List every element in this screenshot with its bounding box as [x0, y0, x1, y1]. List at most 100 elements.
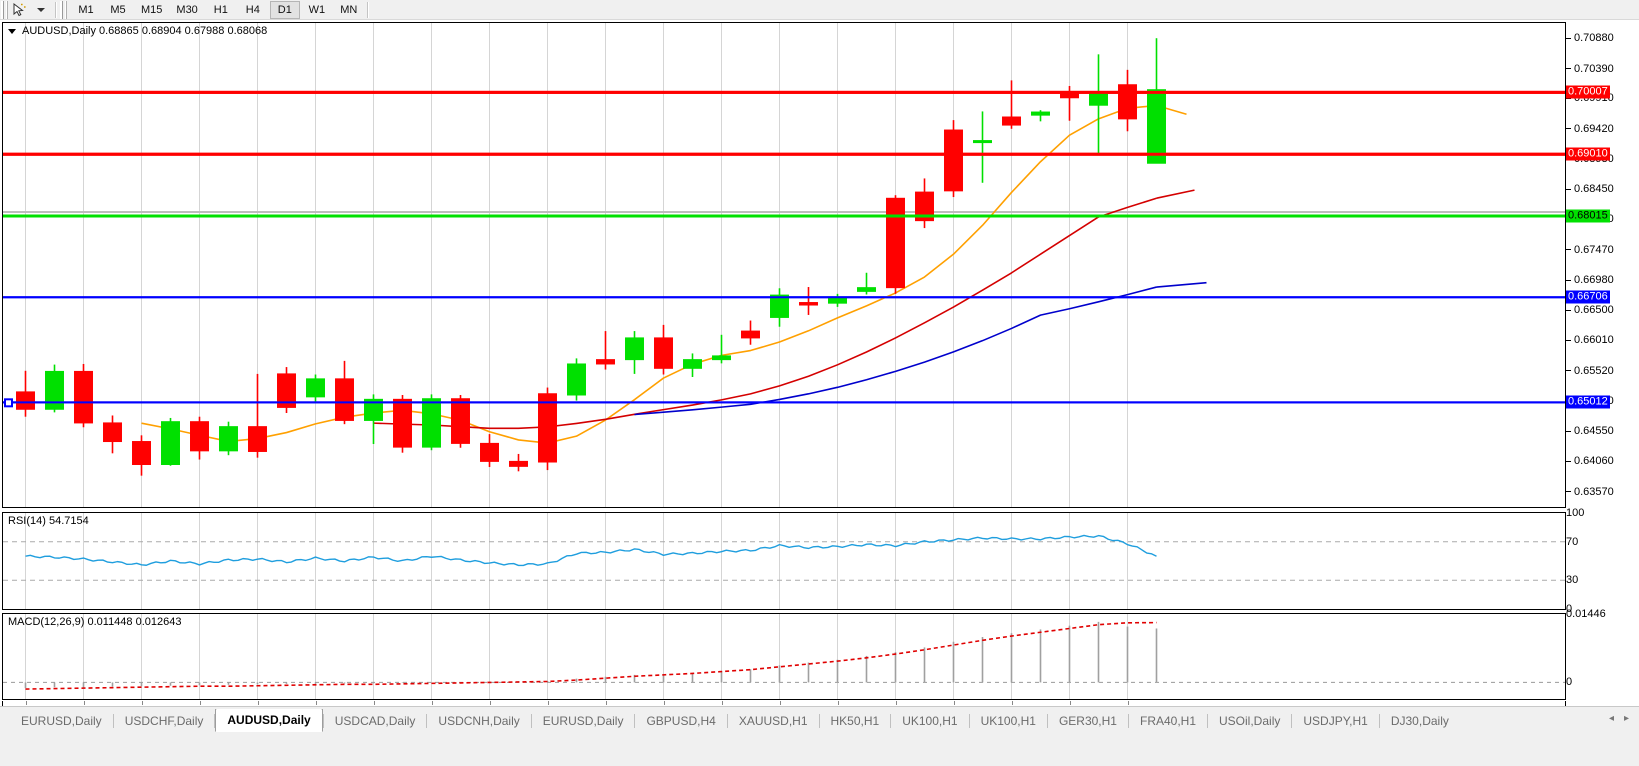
tab-divider [818, 714, 820, 728]
price-level-tag[interactable]: 0.66706 [1566, 290, 1610, 304]
rsi-tick-value: 0 [1566, 603, 1573, 615]
candle-body [335, 378, 354, 421]
symbol-tab-usdchf-daily[interactable]: USDCHF,Daily [124, 713, 204, 728]
symbol-tab-usdjpy-h1[interactable]: USDJPY,H1 [1303, 713, 1368, 728]
time-axis-tick [1069, 701, 1071, 705]
time-axis-tick [25, 701, 27, 705]
symbol-tab-ger30-h1[interactable]: GER30,H1 [1058, 713, 1117, 728]
tab-divider [1291, 714, 1293, 728]
candle-body [509, 460, 528, 467]
tab-nav-right-icon[interactable]: ▸ [1623, 713, 1629, 724]
rsi-pane[interactable]: RSI(14) 54.7154 [2, 512, 1566, 610]
candle-body [973, 140, 992, 144]
price-tick-label: 0.67470 [1566, 244, 1614, 256]
tab-divider [890, 714, 892, 728]
tab-divider [1378, 714, 1380, 728]
rsi-tick-label: 100 [1566, 507, 1584, 519]
cursor-tool-icon[interactable] [8, 1, 30, 19]
tick-value: 0.70880 [1574, 32, 1614, 45]
tab-divider [214, 714, 216, 728]
rsi-tick-label: 70 [1566, 536, 1578, 548]
price-tick-label: 0.70390 [1566, 63, 1614, 75]
timeframe-button-d1[interactable]: D1 [269, 0, 300, 19]
macd-pane-label: MACD(12,26,9) 0.011448 0.012643 [8, 616, 181, 628]
toolbar-grip[interactable] [1, 0, 8, 19]
symbol-tab-uk100-h1[interactable]: UK100,H1 [902, 713, 958, 728]
symbol-tab-audusd-daily[interactable]: AUDUSD,Daily [215, 709, 323, 732]
tick-value: 0.67470 [1574, 243, 1614, 256]
symbol-tab-usoil-daily[interactable]: USOil,Daily [1219, 713, 1281, 728]
tab-nav-left-icon[interactable]: ◂ [1608, 713, 1614, 724]
macd-signal-line [25, 621, 1157, 690]
tab-divider [634, 714, 636, 728]
price-level-tag[interactable]: 0.65012 [1566, 395, 1610, 409]
symbol-tab-xauusd-h1[interactable]: XAUUSD,H1 [738, 713, 808, 728]
price-pane-label-text: AUDUSD,Daily 0.68865 0.68904 0.67988 0.6… [22, 25, 268, 37]
candle-body [886, 197, 905, 289]
tick-value: 0.63570 [1574, 485, 1614, 498]
tick-value: 0.66500 [1574, 303, 1614, 316]
symbol-tab-fra40-h1[interactable]: FRA40,H1 [1139, 713, 1197, 728]
toolbar-dropdown-arrow-icon[interactable] [30, 1, 52, 19]
timeframe-button-m1[interactable]: M1 [78, 3, 94, 16]
symbol-tab-dj30-daily[interactable]: DJ30,Daily [1390, 713, 1449, 728]
tab-divider [322, 714, 324, 728]
timeframe-button-group: M1 M5 M15 M30 H1 H4 D1 W1 MN [71, 0, 364, 19]
candle-body [741, 330, 760, 339]
timeframe-toolbar: M1 M5 M15 M30 H1 H4 D1 W1 MN [0, 0, 1639, 20]
time-axis-tick [141, 701, 143, 705]
price-tick-label: 0.66010 [1566, 334, 1614, 346]
time-axis-tick [837, 701, 839, 705]
candle-body [567, 363, 586, 396]
time-axis-tick [721, 701, 723, 705]
price-tick-label: 0.65520 [1566, 365, 1614, 377]
price-level-tag[interactable]: 0.69010 [1566, 147, 1610, 161]
collapse-triangle-icon[interactable] [8, 28, 16, 34]
timeframe-button-m15[interactable]: M15 [141, 3, 163, 16]
timeframe-button-h4[interactable]: H4 [245, 3, 260, 16]
macd-tick-label: 0 [1566, 676, 1572, 688]
price-level-tag[interactable]: 0.70007 [1566, 85, 1610, 99]
price-scale[interactable]: 0.708800.703900.699100.694200.689300.684… [1566, 22, 1638, 508]
tab-divider [968, 714, 970, 728]
time-axis-tick [779, 701, 781, 705]
timeframe-button-m5[interactable]: M5 [110, 3, 126, 16]
timeframe-button-w1[interactable]: W1 [308, 3, 326, 16]
candle-body [1147, 89, 1166, 164]
price-tick-label: 0.64550 [1566, 425, 1614, 437]
macd-tick-value: 0 [1566, 676, 1573, 689]
tick-dash [1566, 491, 1571, 493]
symbol-tab-gbpusd-h4[interactable]: GBPUSD,H4 [646, 713, 716, 728]
timeframe-button-h1[interactable]: H1 [213, 3, 228, 16]
tick-dash [1566, 460, 1571, 462]
time-axis-tick [953, 701, 955, 705]
timeframe-button-mn[interactable]: MN [340, 3, 358, 16]
candle-body [799, 302, 818, 306]
symbol-tab-usdcad-daily[interactable]: USDCAD,Daily [334, 713, 416, 728]
tick-dash [1566, 339, 1571, 341]
tab-divider [426, 714, 428, 728]
symbol-tab-uk100-h1[interactable]: UK100,H1 [980, 713, 1036, 728]
timeframe-group-grip[interactable] [60, 0, 67, 19]
tab-divider [726, 714, 728, 728]
macd-pane[interactable]: MACD(12,26,9) 0.011448 0.012643 [2, 613, 1566, 700]
symbol-tab-hk50-h1[interactable]: HK50,H1 [830, 713, 880, 728]
candle-body [161, 421, 180, 465]
candle-body [364, 398, 383, 421]
symbol-tab-eurusd-daily[interactable]: EURUSD,Daily [21, 713, 102, 728]
symbol-tab-eurusd-daily[interactable]: EURUSD,Daily [542, 713, 624, 728]
candle-body [74, 370, 93, 424]
macd-tick-value: 0.01446 [1566, 608, 1606, 620]
symbol-tab-usdcnh-daily[interactable]: USDCNH,Daily [438, 713, 520, 728]
candle-body [219, 426, 238, 452]
candle-body [683, 359, 702, 369]
toolbar-separator-2 [366, 1, 368, 18]
timeframe-button-m30[interactable]: M30 [176, 3, 198, 16]
rsi-pane-label-text: RSI(14) 54.7154 [8, 515, 89, 527]
tick-dash [1566, 68, 1571, 70]
price-chart-pane[interactable]: AUDUSD,Daily 0.68865 0.68904 0.67988 0.6… [2, 22, 1566, 508]
candle-series [16, 38, 1166, 476]
price-level-tag[interactable]: 0.68015 [1566, 209, 1610, 223]
candle-body [857, 287, 876, 292]
tick-value: 0.64550 [1574, 424, 1614, 437]
